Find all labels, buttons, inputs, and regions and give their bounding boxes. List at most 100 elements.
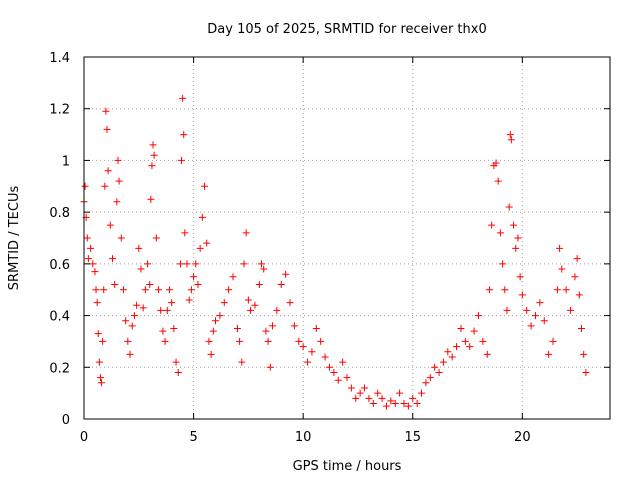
data-point — [168, 299, 176, 307]
data-point — [527, 322, 535, 330]
data-point — [196, 244, 204, 252]
data-point — [339, 358, 347, 366]
x-tick-label: 20 — [514, 430, 531, 445]
data-point — [356, 389, 364, 397]
data-point — [549, 337, 557, 345]
data-point — [578, 325, 586, 332]
data-point — [89, 260, 97, 268]
data-point — [209, 327, 217, 335]
data-point — [409, 394, 417, 402]
data-point — [135, 244, 143, 252]
data-point — [330, 368, 338, 376]
data-point — [93, 299, 101, 307]
data-point — [582, 368, 590, 376]
data-point — [115, 177, 123, 185]
data-point — [244, 296, 252, 304]
data-points — [80, 94, 590, 410]
data-point — [396, 389, 404, 397]
data-point — [343, 374, 351, 382]
data-point — [382, 402, 390, 410]
data-point — [133, 301, 141, 309]
data-point — [444, 348, 452, 356]
data-point — [238, 358, 246, 366]
data-point — [83, 234, 91, 242]
data-point — [422, 379, 430, 387]
data-point — [172, 358, 180, 366]
data-point — [260, 265, 268, 273]
y-tick-label: 0.4 — [49, 310, 70, 325]
data-point — [144, 260, 152, 268]
data-point — [501, 286, 509, 294]
data-point — [225, 286, 233, 294]
y-tick-label: 0.2 — [49, 361, 70, 376]
data-point — [187, 286, 195, 294]
data-point — [102, 107, 110, 115]
data-point — [334, 376, 342, 384]
data-point — [190, 273, 198, 281]
data-point — [100, 286, 108, 294]
data-point — [94, 330, 102, 338]
data-point — [258, 260, 266, 268]
data-point — [179, 94, 187, 102]
data-point — [352, 394, 360, 402]
plot-frame — [83, 56, 611, 420]
x-tick-label: 10 — [295, 430, 312, 445]
data-point — [266, 363, 274, 371]
data-point — [183, 260, 191, 268]
data-point — [87, 244, 95, 252]
data-point — [567, 306, 575, 314]
data-point — [507, 136, 515, 144]
data-point — [157, 306, 165, 314]
data-point — [475, 312, 482, 320]
data-point — [176, 260, 184, 268]
data-point — [295, 337, 303, 345]
data-point — [453, 343, 461, 351]
data-point — [149, 141, 157, 149]
data-point — [479, 337, 487, 345]
data-point — [95, 358, 103, 366]
data-point — [111, 281, 119, 289]
data-point — [255, 281, 263, 289]
data-point — [448, 353, 456, 361]
data-point — [119, 286, 127, 294]
data-point — [536, 299, 544, 307]
data-point — [84, 255, 92, 263]
data-point — [562, 286, 570, 294]
data-point — [108, 255, 116, 263]
chart-title: Day 105 of 2025, SRMTID for receiver thx… — [207, 22, 486, 37]
data-point — [492, 159, 500, 167]
data-point — [431, 363, 439, 371]
data-point — [92, 286, 100, 294]
data-point — [236, 337, 244, 345]
data-point — [207, 350, 215, 358]
data-point — [98, 379, 106, 387]
data-point — [400, 399, 408, 407]
data-point — [387, 397, 395, 405]
data-point — [201, 182, 209, 190]
data-point — [273, 306, 281, 314]
data-point — [510, 221, 518, 229]
data-point — [391, 399, 399, 407]
data-point — [146, 281, 154, 289]
data-point — [233, 325, 241, 332]
data-point — [321, 353, 329, 361]
y-tick-label: 0.6 — [49, 258, 70, 273]
data-point — [216, 312, 224, 320]
data-point — [181, 229, 189, 237]
data-point — [374, 389, 382, 397]
data-point — [163, 306, 171, 314]
data-point — [556, 244, 564, 252]
data-point — [247, 306, 255, 314]
data-point — [573, 255, 581, 263]
data-point — [365, 394, 373, 402]
data-point — [203, 239, 211, 247]
data-point — [369, 399, 377, 407]
y-tick-label: 1.4 — [49, 51, 70, 66]
y-tick-label: 0 — [62, 413, 70, 428]
data-point — [174, 368, 182, 376]
x-tick-label: 0 — [80, 430, 88, 445]
data-point — [165, 286, 173, 294]
y-tick-label: 1 — [62, 154, 70, 169]
data-point — [499, 260, 507, 268]
